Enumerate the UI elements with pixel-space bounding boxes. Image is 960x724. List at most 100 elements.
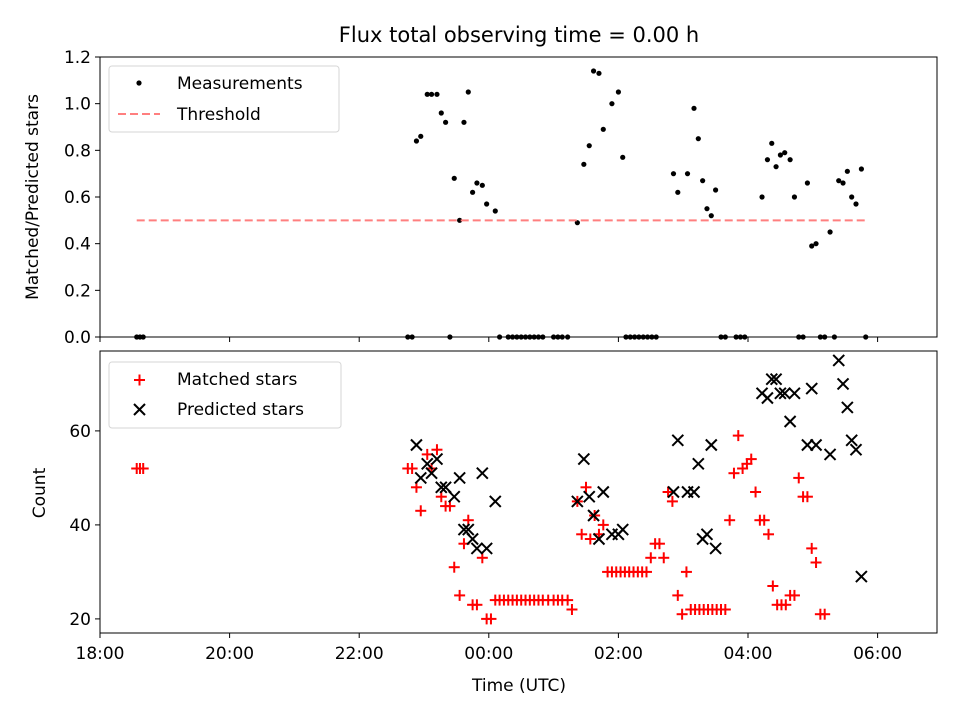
measurement-point <box>737 334 744 340</box>
predicted-star-point <box>421 457 434 471</box>
predicted-star-point <box>778 387 791 400</box>
matched-star-point <box>672 589 684 601</box>
measurement-point <box>479 182 485 188</box>
predicted-star-point <box>809 438 823 452</box>
predicted-star-point <box>480 542 493 555</box>
measurement-point <box>742 334 748 340</box>
measurement-point <box>627 334 633 340</box>
matched-star-point <box>645 552 657 564</box>
predicted-star-point <box>448 490 461 503</box>
measurement-point <box>527 334 533 340</box>
measurement-point <box>518 334 524 340</box>
measurement-point <box>409 334 415 340</box>
predicted-star-point <box>836 377 850 391</box>
matched-star-point <box>788 589 800 601</box>
measurement-point <box>791 194 798 200</box>
chart-title: Flux total observing time = 0.00 h <box>339 23 699 47</box>
measurement-point <box>722 334 728 340</box>
predicted-star-point <box>671 434 685 447</box>
matched-star-point <box>576 528 588 540</box>
predicted-star-point <box>823 448 837 461</box>
measurement-point <box>863 334 869 340</box>
measurement-point <box>551 334 557 340</box>
matched-star-point <box>724 514 736 526</box>
measurement-point <box>457 217 463 223</box>
matched-star-point <box>767 580 779 592</box>
measurement-point <box>640 334 646 340</box>
predicted-star-point <box>597 485 610 499</box>
top-y-tick-label: 0.0 <box>64 328 91 348</box>
top-y-tick-label: 1.2 <box>64 48 91 68</box>
top-plot-area: 0.0 0.2 0.4 0.6 0.8 1.0 1.2 <box>64 48 938 348</box>
measurement-point <box>574 220 580 226</box>
predicted-star-point <box>489 495 502 508</box>
predicted-star-point <box>470 542 484 555</box>
matched-star-point <box>640 566 652 578</box>
top-y-tick-label: 0.4 <box>64 235 91 255</box>
legend-predicted-swatch <box>133 403 146 416</box>
measurement-point <box>540 334 546 340</box>
measurement-point <box>769 140 775 146</box>
matched-star-point <box>732 430 744 442</box>
predicted-star-point <box>769 372 783 386</box>
legend-measurements-swatch <box>136 80 142 86</box>
matched-star-point <box>728 467 740 479</box>
top-y-axis-label: Matched/Predicted stars <box>23 94 43 300</box>
measurement-point <box>623 334 629 340</box>
matched-star-point <box>471 599 483 611</box>
legend-measurements-label: Measurements <box>177 74 303 94</box>
measurement-point <box>470 189 476 195</box>
measurement-point <box>858 166 865 172</box>
predicted-star-point <box>592 532 606 546</box>
measurement-point <box>405 334 411 340</box>
x-tick-label: 00:00 <box>464 644 513 664</box>
predicted-star-point <box>774 387 787 400</box>
bottom-y-axis-label: Count <box>30 467 50 518</box>
predicted-star-point <box>667 485 680 499</box>
bottom-axes-frame <box>99 350 938 634</box>
measurement-point <box>675 189 681 195</box>
measurement-point <box>565 334 571 340</box>
matched-star-point <box>448 561 460 573</box>
predicted-star-point <box>425 466 438 480</box>
measurement-point <box>759 194 765 200</box>
measurement-point <box>600 126 606 132</box>
matched-star-point <box>763 528 775 540</box>
matched-star-point <box>810 557 822 568</box>
measurement-point <box>581 161 587 167</box>
predicted-star-point <box>841 401 854 414</box>
measurement-point <box>827 229 833 235</box>
measurement-point <box>809 243 815 249</box>
x-tick-label: 18:00 <box>76 644 125 664</box>
predicted-star-point <box>577 452 591 466</box>
matched-star-point <box>819 608 831 620</box>
measurement-point <box>596 70 602 76</box>
x-tick-label: 20:00 <box>205 644 254 664</box>
matched-star-point <box>597 519 609 531</box>
measurement-point <box>684 171 691 177</box>
measurement-point <box>461 119 467 125</box>
matched-star-point <box>719 604 731 615</box>
measurement-point <box>438 110 444 116</box>
measurement-point <box>708 213 714 219</box>
predicted-star-point <box>788 387 801 400</box>
measurement-point <box>800 334 806 340</box>
measurement-point <box>777 152 784 158</box>
measurement-point <box>451 175 457 181</box>
bottom-plot-area: 20 40 60 18:00 20:00 22:00 00:00 02:00 04:00 06:0… <box>69 350 938 664</box>
bottom-legend-box <box>108 361 342 429</box>
x-axis-label: Time (UTC) <box>471 676 566 696</box>
measurement-point <box>531 334 537 340</box>
measurement-point <box>817 334 823 340</box>
measurement-point <box>853 201 859 207</box>
predicted-star-point <box>783 415 797 428</box>
legend-matched-label: Matched stars <box>177 370 297 390</box>
predicted-star-point <box>692 457 705 471</box>
bottom-y-tick-label: 60 <box>69 422 91 442</box>
legend-predicted-label: Predicted stars <box>177 400 304 420</box>
matched-star-point <box>658 552 670 564</box>
predicted-star-point <box>414 471 427 485</box>
measurement-point <box>140 334 146 340</box>
predicted-star-point <box>855 570 868 583</box>
measurement-point <box>787 157 793 163</box>
